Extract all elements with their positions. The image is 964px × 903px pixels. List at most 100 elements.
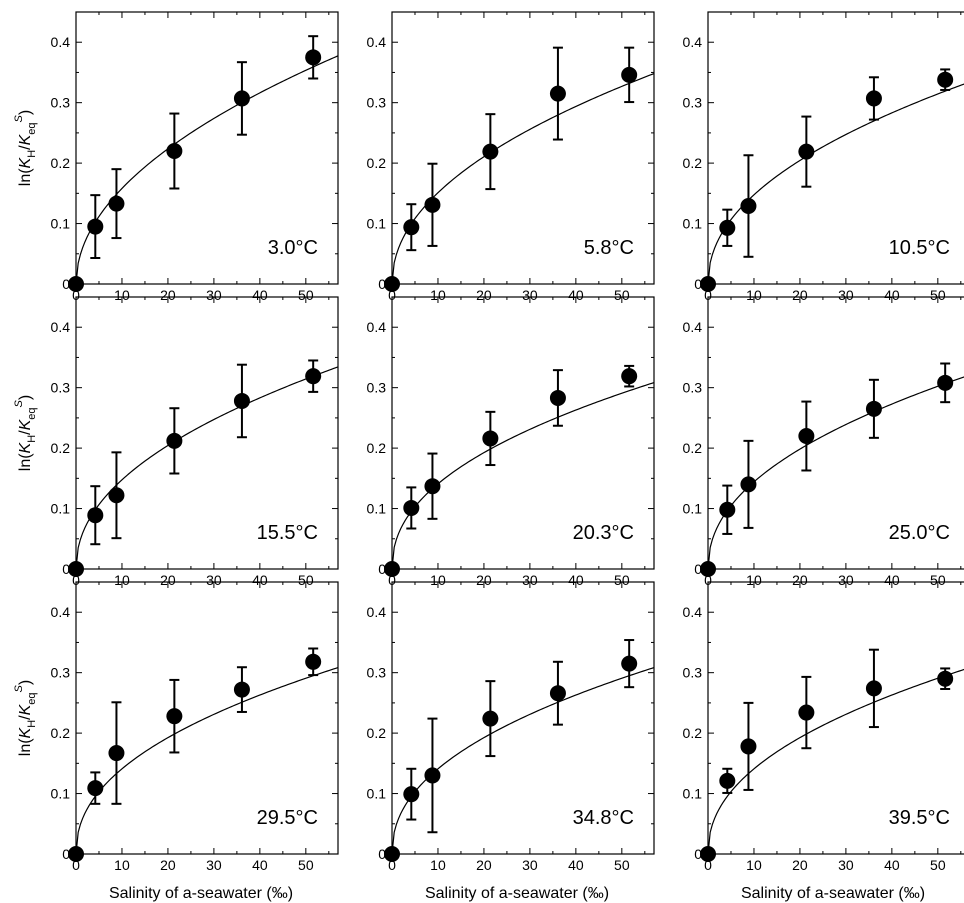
x-tick-label: 30 xyxy=(206,572,222,588)
data-point xyxy=(108,487,125,504)
x-tick-label: 50 xyxy=(298,287,314,303)
y-tick-label: 0 xyxy=(62,846,70,862)
x-tick-label: 40 xyxy=(568,857,584,873)
data-point xyxy=(305,653,322,670)
axis-frame xyxy=(391,581,655,855)
y-tick-label: 0.3 xyxy=(683,665,703,681)
data-point xyxy=(424,767,441,784)
data-point xyxy=(549,85,566,102)
y-tick-label: 0.2 xyxy=(683,155,703,171)
y-title-prefix: ln( xyxy=(17,453,34,471)
x-tick-label: 10 xyxy=(430,572,446,588)
x-tick-label: 20 xyxy=(792,287,808,303)
y-tick-label: 0.2 xyxy=(683,725,703,741)
fit-curve xyxy=(392,72,654,284)
x-tick-label: 10 xyxy=(746,287,762,303)
y-tick-label: 0.2 xyxy=(683,440,703,456)
x-tick-label: 30 xyxy=(206,287,222,303)
y-tick-label: 0.2 xyxy=(51,155,71,171)
x-tick-label: 50 xyxy=(930,572,946,588)
y-tick-label: 0 xyxy=(378,561,386,577)
data-point xyxy=(233,392,250,409)
y-tick-label: 0 xyxy=(62,561,70,577)
x-tick-label: 40 xyxy=(252,572,268,588)
axis-frame xyxy=(75,11,339,285)
fit-curve xyxy=(76,667,338,854)
y-tick-label: 0.2 xyxy=(51,725,71,741)
x-tick-label: 20 xyxy=(792,857,808,873)
axis-frame xyxy=(707,581,964,855)
y-tick-label: 0.1 xyxy=(683,216,703,232)
x-tick-label: 40 xyxy=(884,857,900,873)
y-tick-label: 0.3 xyxy=(51,665,71,681)
y-title-suffix: ) xyxy=(17,395,34,400)
data-point xyxy=(719,501,736,518)
y-axis-title: ln(KH/KeqS) xyxy=(13,110,38,186)
x-axis-title: Salinity of a-seawater (‰) xyxy=(425,885,609,902)
axis-frame xyxy=(391,11,655,285)
y-tick-label: 0.4 xyxy=(367,34,387,50)
data-point xyxy=(482,710,499,727)
y-title-suffix: ) xyxy=(17,680,34,685)
x-tick-label: 0 xyxy=(388,572,396,588)
y-title-s-sup: S xyxy=(13,114,25,122)
data-point xyxy=(384,846,400,862)
y-title-h-sub: H xyxy=(26,435,38,443)
data-point xyxy=(166,143,183,160)
x-tick-label: 30 xyxy=(206,857,222,873)
data-point xyxy=(403,219,420,236)
data-point xyxy=(798,704,815,721)
y-tick-label: 0.4 xyxy=(51,319,71,335)
y-tick-label: 0.4 xyxy=(367,604,387,620)
panel-temperature-label: 25.0°C xyxy=(889,522,950,544)
y-tick-label: 0 xyxy=(378,276,386,292)
data-point xyxy=(865,90,882,107)
y-title-k2: K xyxy=(17,133,34,145)
data-point xyxy=(798,143,815,160)
x-tick-label: 40 xyxy=(252,857,268,873)
y-tick-label: 0.4 xyxy=(683,604,703,620)
y-tick-label: 0 xyxy=(694,561,702,577)
data-point xyxy=(482,143,499,160)
x-tick-label: 20 xyxy=(476,857,492,873)
axis-frame xyxy=(75,581,339,855)
panel-8: 0 10 20 30 40 50 0 0.1 0.2 0.3 0.4 34.8°C Salinity o… xyxy=(367,581,655,902)
y-tick-label: 0.4 xyxy=(683,319,703,335)
x-tick-label: 20 xyxy=(160,287,176,303)
y-tick-label: 0 xyxy=(378,846,386,862)
data-point xyxy=(108,745,125,762)
data-point xyxy=(621,655,638,672)
y-tick-label: 0.3 xyxy=(683,380,703,396)
x-tick-label: 40 xyxy=(568,572,584,588)
y-title-h-sub: H xyxy=(26,720,38,728)
y-title-k: K xyxy=(17,156,34,168)
x-tick-label: 50 xyxy=(614,857,630,873)
y-tick-label: 0.2 xyxy=(51,440,71,456)
y-tick-label: 0.2 xyxy=(367,440,387,456)
panel-9: 0 10 20 30 40 50 0 0.1 0.2 0.3 0.4 39.5°C Salinity o… xyxy=(683,581,964,902)
y-tick-label: 0.2 xyxy=(367,155,387,171)
x-tick-label: 0 xyxy=(704,857,712,873)
y-title-k: K xyxy=(17,441,34,453)
data-point xyxy=(865,680,882,697)
y-tick-label: 0.4 xyxy=(51,604,71,620)
y-tick-label: 0 xyxy=(694,846,702,862)
data-point xyxy=(937,670,954,687)
y-title-prefix: ln( xyxy=(17,168,34,186)
y-tick-label: 0.1 xyxy=(683,501,703,517)
panel-temperature-label: 34.8°C xyxy=(573,807,634,829)
x-tick-label: 50 xyxy=(298,857,314,873)
x-tick-label: 0 xyxy=(704,287,712,303)
y-title-h-sub: H xyxy=(26,150,38,158)
data-point xyxy=(798,428,815,445)
y-title-k2: K xyxy=(17,703,34,715)
panel-2: 0 10 20 30 40 50 0 0.1 0.2 0.3 0.4 5.8°C xyxy=(367,11,655,303)
x-tick-label: 50 xyxy=(930,857,946,873)
x-tick-label: 0 xyxy=(388,857,396,873)
x-tick-label: 10 xyxy=(746,857,762,873)
x-tick-label: 10 xyxy=(114,857,130,873)
x-tick-label: 50 xyxy=(298,572,314,588)
x-tick-label: 20 xyxy=(792,572,808,588)
